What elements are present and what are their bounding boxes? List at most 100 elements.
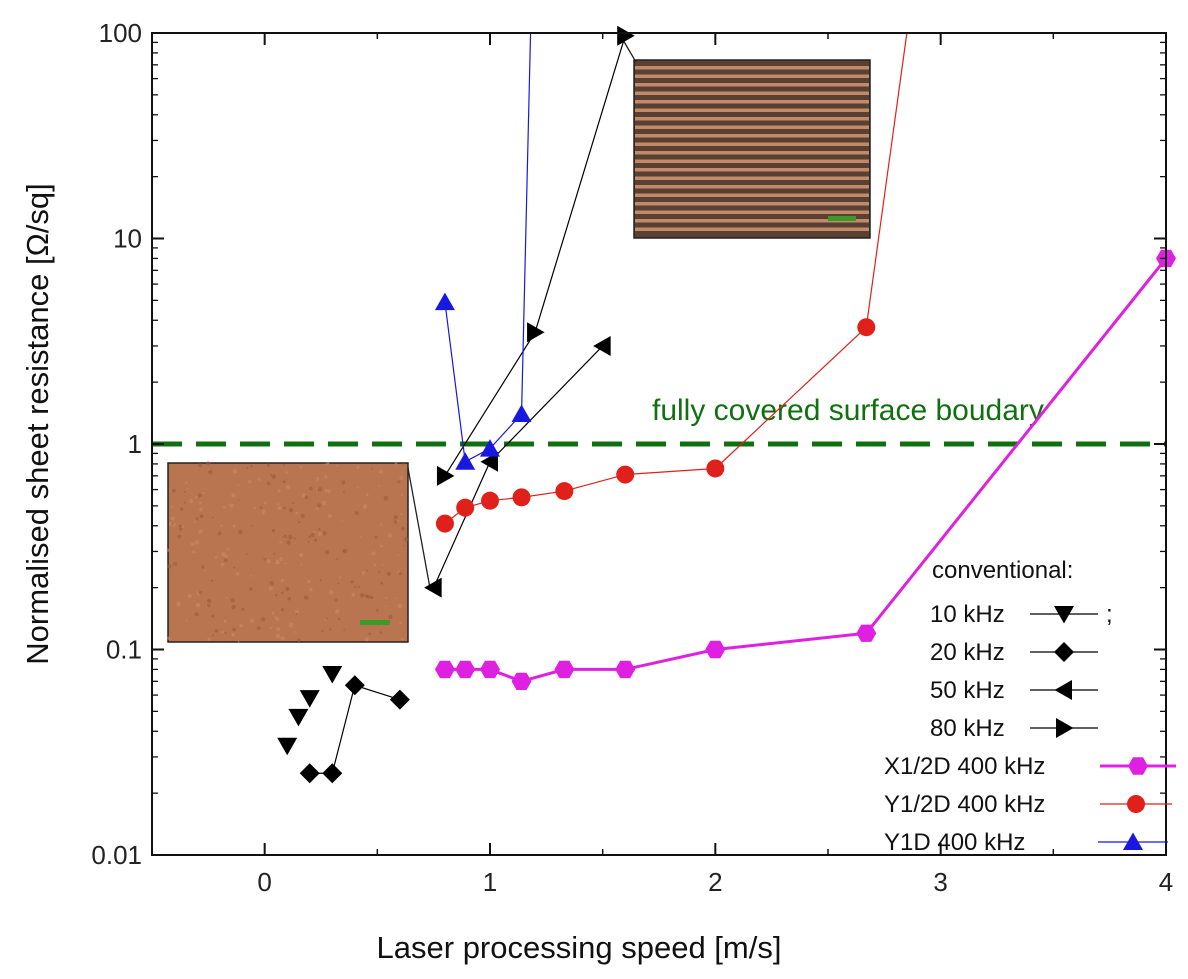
inset-micrograph-uniform-speck (298, 521, 301, 524)
data-point (617, 25, 635, 46)
legend-label: Y1/2D 400 kHz (884, 791, 1045, 818)
inset-micrograph-uniform-speck (276, 627, 281, 632)
legend-marker (1128, 757, 1148, 775)
inset-micrograph-uniform-speck (223, 558, 228, 563)
inset-micrograph-uniform-speck (221, 551, 226, 557)
inset-micrograph-uniform-speck (211, 614, 215, 618)
inset-micrograph-striped-stripe (635, 219, 869, 223)
inset-micrograph-uniform-speck (397, 554, 400, 556)
inset-micrograph-uniform-speck (403, 537, 409, 542)
inset-micrograph-uniform-speck (194, 612, 199, 617)
inset-micrograph-uniform-speck (366, 594, 371, 599)
inset-micrograph-uniform-speck (182, 525, 185, 528)
data-point (424, 577, 442, 598)
data-point (434, 660, 455, 679)
inset-micrograph-uniform-speck (379, 523, 383, 526)
inset-micrograph-uniform-speck (358, 585, 360, 588)
data-point (322, 665, 343, 684)
inset-micrograph-uniform-speck (189, 498, 194, 504)
y-tick-label: 100 (99, 18, 142, 48)
inset-micrograph-striped (633, 59, 871, 239)
legend-suffix: ; (1106, 601, 1113, 628)
y-tick-label: 1 (128, 429, 142, 459)
inset-micrograph-uniform-speck (266, 463, 271, 467)
inset-micrograph-uniform-speck (183, 490, 186, 493)
inset-micrograph-uniform-speck (297, 638, 301, 643)
inset-micrograph-uniform-speck (167, 636, 171, 640)
series-6 (434, 32, 532, 470)
x-tick-label: 4 (1159, 867, 1173, 897)
inset-micrograph-uniform-speck (167, 564, 172, 569)
inset-micrograph-uniform-speck (186, 487, 189, 490)
inset-micrograph-uniform-speck (277, 505, 282, 511)
data-point (511, 404, 532, 422)
inset-micrograph-uniform-speck (285, 484, 291, 490)
inset-micrograph-uniform-speck (280, 578, 285, 583)
legend-label: 20 kHz (930, 639, 1005, 666)
inset-micrograph-uniform-speck (231, 493, 236, 498)
data-point (277, 737, 298, 756)
inset-micrograph-uniform-speck (386, 571, 391, 576)
inset-micrograph-uniform-speck (185, 619, 188, 622)
inset-micrograph-uniform-speck (286, 540, 291, 545)
inset-micrograph-uniform-speck (285, 586, 290, 591)
inset-micrograph-uniform-speck (268, 586, 273, 591)
inset-micrograph-uniform-speck (222, 505, 226, 509)
inset-micrograph-uniform-speck (288, 622, 294, 628)
inset-micrograph-uniform-speck (194, 540, 200, 545)
inset-micrograph-uniform-speck (341, 519, 343, 522)
inset-micrograph-uniform-speck (177, 534, 182, 539)
inset-micrograph-uniform-speck (214, 556, 218, 559)
inset-micrograph-uniform-scale-bar (360, 620, 390, 625)
data-point (435, 514, 454, 533)
legend-item-4: X1/2D 400 kHz (884, 753, 1176, 780)
y-tick-label: 0.1 (106, 635, 142, 665)
inset-micrograph-uniform-speck (354, 585, 357, 589)
inset-micrograph-uniform-speck (371, 467, 373, 470)
inset-micrograph-uniform-speck (279, 540, 283, 544)
inset-micrograph-uniform-speck (319, 579, 322, 582)
inset-micrograph-striped-stripe (635, 210, 869, 214)
inset-micrograph-uniform-speck (393, 520, 398, 524)
inset-micrograph-uniform-speck (324, 550, 330, 555)
inset-micrograph-uniform-speck (230, 598, 236, 603)
inset-micrograph-uniform-speck (223, 619, 227, 623)
inset-micrograph-uniform-speck (307, 541, 310, 543)
inset-micrograph-uniform-speck (171, 488, 176, 493)
inset-micrograph-uniform-speck (178, 524, 182, 528)
inset-micrograph-uniform-speck (384, 605, 387, 608)
inset-micrograph-uniform-speck (398, 571, 402, 576)
inset-micrograph-uniform-speck (381, 563, 384, 566)
inset-micrograph-uniform-speck (241, 607, 245, 611)
legend-item-1: 20 kHz (930, 639, 1098, 666)
inset-micrograph-uniform-speck (337, 582, 340, 585)
inset-micrograph-uniform-speck (303, 595, 309, 600)
inset-micrograph-uniform-speck (194, 520, 197, 523)
inset-micrograph-striped-stripe (635, 125, 869, 129)
inset-micrograph-uniform-speck (378, 485, 381, 488)
inset-micrograph-uniform-speck (401, 637, 404, 641)
series-4 (434, 249, 1176, 690)
inset-micrograph-uniform-speck (336, 464, 339, 467)
inset-micrograph-uniform-speck (187, 593, 192, 598)
inset-micrograph-uniform-speck (199, 507, 203, 512)
inset-micrograph-uniform-speck (221, 630, 224, 634)
inset-micrograph-uniform-speck (395, 597, 397, 600)
data-point (480, 451, 498, 472)
inset-micrograph-uniform-speck (231, 633, 235, 637)
inset-micrograph-uniform-speck (270, 626, 273, 629)
data-point (555, 482, 574, 501)
inset-micrograph-uniform-speck (198, 529, 203, 534)
inset-micrograph-uniform-speck (226, 548, 229, 551)
inset-micrograph-uniform-speck (400, 513, 403, 516)
inset-micrograph-uniform-speck (308, 535, 311, 538)
inset-micrograph-uniform-speck (233, 469, 238, 474)
data-point (593, 335, 611, 356)
inset-micrograph-uniform-speck (292, 502, 295, 504)
data-point (456, 498, 475, 517)
inset-micrograph-uniform-speck (237, 640, 240, 643)
data-point (389, 689, 410, 710)
inset-micrograph-uniform-speck (249, 587, 253, 591)
inset-micrograph-uniform-speck (361, 571, 366, 575)
inset-micrograph-uniform-speck (276, 503, 280, 506)
